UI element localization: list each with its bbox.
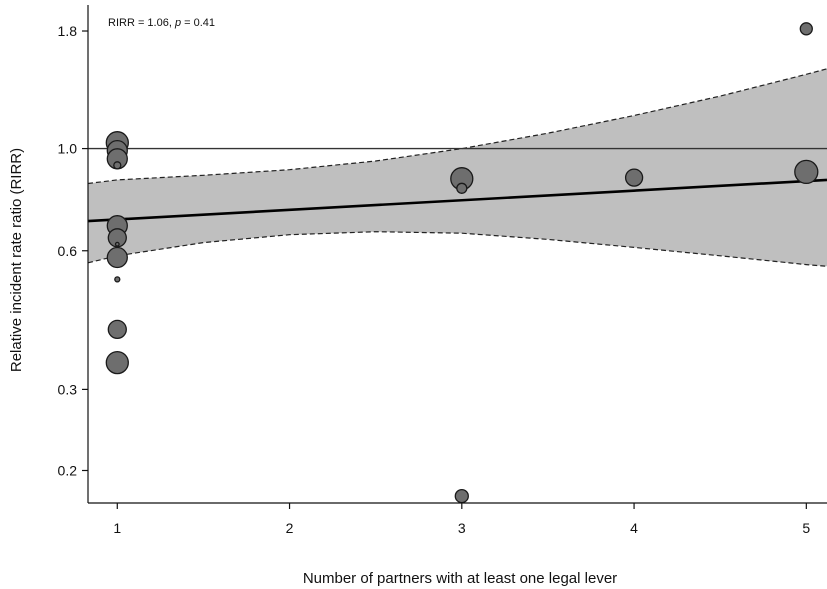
axes-group: 0.2 0.3 0.6 1.0 1.8 1 2 3 4 5 — [58, 5, 827, 536]
stat-annotation-lead: RIRR = 1.06, — [108, 17, 175, 29]
y-tick-label: 0.3 — [58, 381, 78, 397]
x-tick-label: 3 — [458, 520, 466, 536]
confidence-band-area — [88, 68, 827, 267]
data-points-group — [105, 22, 819, 504]
y-tick-label: 1.8 — [58, 23, 78, 39]
data-point — [107, 228, 127, 248]
stat-annotation: RIRR = 1.06, p = 0.41 — [108, 17, 215, 29]
stat-annotation-p: p — [174, 17, 181, 29]
x-tick-label: 5 — [802, 520, 810, 536]
confidence-band-group — [87, 68, 827, 267]
y-axis-title: Relative incident rate ratio (RIRR) — [8, 148, 25, 372]
x-axis-title: Number of partners with at least one leg… — [303, 570, 617, 587]
data-point — [114, 241, 120, 247]
x-tick-label: 1 — [113, 520, 121, 536]
data-point — [456, 182, 468, 194]
data-point — [624, 168, 644, 187]
y-tick-label: 1.0 — [58, 141, 78, 157]
data-point — [454, 488, 469, 504]
y-tick-label: 0.2 — [58, 462, 78, 478]
y-tick-label: 0.6 — [58, 243, 78, 259]
fit-line-group — [87, 178, 827, 223]
confidence-lower-dashed-line — [87, 231, 827, 267]
data-point — [794, 159, 819, 185]
data-point — [106, 246, 128, 269]
x-tick-label: 2 — [286, 520, 294, 536]
x-tick-label: 4 — [630, 520, 638, 536]
data-point — [113, 161, 122, 170]
data-point — [107, 319, 127, 340]
confidence-upper-dashed-line — [87, 68, 827, 185]
data-point — [114, 276, 121, 283]
fitted-regression-line — [87, 178, 827, 223]
stat-annotation-tail: = 0.41 — [181, 17, 215, 29]
data-point — [105, 350, 129, 375]
data-point — [799, 22, 813, 36]
